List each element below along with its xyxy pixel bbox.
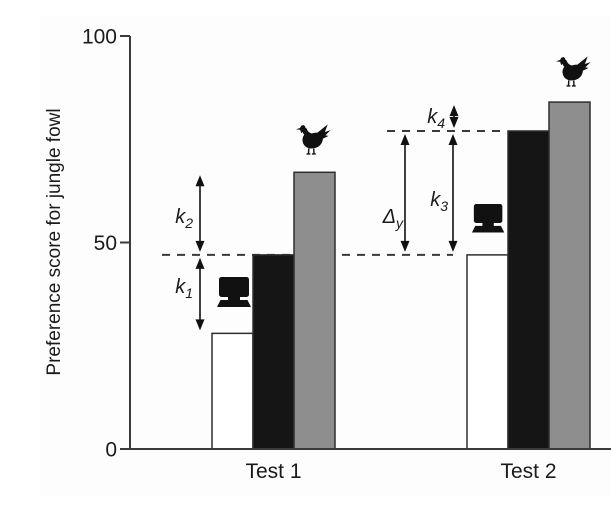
arrow-head-bottom-dy <box>400 240 410 252</box>
arrow-head-top-dy <box>400 133 410 145</box>
arrow-head-bottom-k3 <box>448 240 458 252</box>
y-tick-label-0: 0 <box>105 439 117 462</box>
chart-canvas: Preference score for jungle fowl 050100 … <box>44 26 611 483</box>
jungle-fowl-icon-2 <box>555 55 592 87</box>
bar-chart-figure: Preference score for jungle fowl 0 50 100 … <box>40 16 611 496</box>
annotation-label-k1: k1 <box>175 276 193 301</box>
bar-test2-gray-bar <box>548 101 591 450</box>
monitor-icon-4 <box>471 204 505 233</box>
annotation-label-dy: Δy <box>382 206 404 231</box>
dashed-guide-lines <box>162 129 506 256</box>
monitor-icon-3 <box>217 277 251 307</box>
x-category-label-1: Test 1 <box>245 460 301 483</box>
bar-test1-black-bar <box>252 254 295 450</box>
arrow-head-top-k3 <box>448 133 458 145</box>
y-axis-ticks: 0 50 100 <box>82 26 130 462</box>
jungle-fowl-icon-1 <box>295 123 332 155</box>
y-tick-label-100: 100 <box>82 26 117 49</box>
annotation-label-k2: k2 <box>175 206 193 231</box>
x-category-labels: Test 1 Test 2 <box>245 460 556 483</box>
arrow-head-bottom-k2 <box>195 240 205 252</box>
arrow-head-top-k4 <box>449 105 459 117</box>
bars <box>211 101 591 450</box>
annotation-label-k3: k3 <box>430 189 448 214</box>
arrow-head-bottom-k4 <box>449 116 459 128</box>
x-category-label-2: Test 2 <box>500 460 556 483</box>
bar-test2-white-bar <box>466 254 509 450</box>
bar-test2-black-bar <box>507 130 550 450</box>
annotation-label-k4: k4 <box>427 106 445 131</box>
annotation-arrows <box>195 105 459 331</box>
bar-test1-white-bar <box>211 332 254 450</box>
bar-test1-gray-bar <box>293 171 336 450</box>
y-axis-title: Preference score for jungle fowl <box>44 108 65 375</box>
arrow-head-top-k2 <box>195 175 205 187</box>
y-tick-label-50: 50 <box>94 232 117 255</box>
arrow-head-bottom-k1 <box>195 319 205 331</box>
annotation-labels: k1 k2 Δy k3 k4 <box>175 106 448 301</box>
arrow-head-top-k1 <box>195 257 205 269</box>
